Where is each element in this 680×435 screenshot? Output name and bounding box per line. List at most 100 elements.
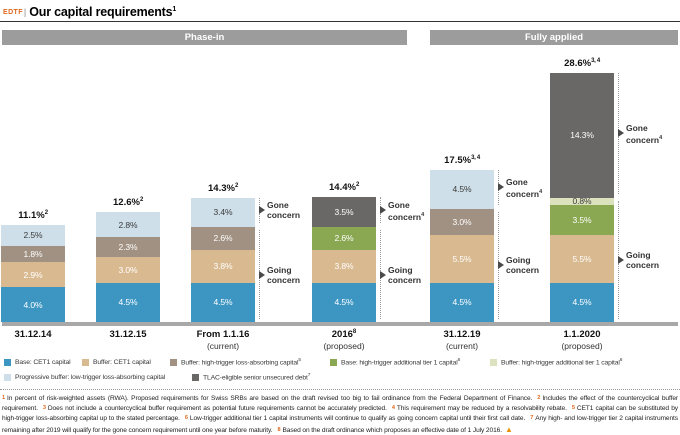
footnote-text: Based on the draft ordinance which propo…: [282, 426, 502, 434]
x-axis-line: [2, 322, 678, 326]
bar-segment-base_cet1: 4.5%: [312, 282, 376, 322]
bar-total-label: 14.3%2: [208, 182, 238, 194]
segment-value-label: 2.8%: [118, 219, 138, 230]
figure-title-text: Our capital requirements: [29, 5, 173, 19]
group-header-phase-in: Phase-in: [2, 30, 407, 45]
footnote-ref: 2: [139, 197, 143, 204]
footnote-number: 4: [391, 405, 395, 412]
concern-label: Going concern: [388, 264, 422, 285]
bar-segment-base_cet1: 4.5%: [550, 282, 614, 322]
bar-axis-label: 31.12.19: [443, 329, 481, 340]
bar-segment-progressive_lt_lac: 4.5%: [430, 169, 494, 209]
bar-axis-label: From 1.1.16: [196, 329, 250, 340]
legend-label: Buffer: high-trigger additional tier 1 c…: [501, 357, 623, 367]
bar-segment-progressive_lt_lac: 2.8%: [96, 212, 160, 237]
footnote-number: 1: [2, 395, 6, 401]
segment-value-label: 3.8%: [213, 261, 233, 272]
footnote-ref: 4: [659, 135, 663, 142]
footnote-ref: 6: [457, 357, 461, 363]
edtf-label: EDTF: [3, 9, 23, 16]
concern-label: Going concern: [267, 264, 301, 285]
segment-value-label: 1.8%: [23, 249, 43, 260]
segment-value-label: 4.5%: [452, 184, 472, 195]
header-divider: |: [23, 7, 27, 17]
segment-value-label: 2.5%: [23, 230, 43, 241]
bar-segment-buffer_ht_lac: 2.3%: [96, 236, 160, 257]
footnote-ref: 8: [352, 329, 357, 335]
bar-axis-sublabel: (proposed): [323, 341, 365, 351]
concern-label: Gone concern4: [626, 123, 663, 146]
segment-value-label: 0.8%: [572, 196, 592, 207]
segment-value-label: 4.5%: [118, 297, 138, 308]
segment-value-label: 5.5%: [572, 253, 592, 264]
bracket-arrow-icon: [618, 129, 624, 138]
bar-total-label: 11.1%2: [18, 209, 48, 221]
bar-segment-base_cet1: 4.5%: [430, 282, 494, 322]
segment-value-label: 4.5%: [452, 297, 472, 308]
segment-value-label: 4.5%: [572, 297, 592, 308]
segment-value-label: 2.3%: [118, 241, 138, 252]
legend-label: Buffer: CET1 capital: [93, 358, 151, 366]
footnote-number: 3: [42, 405, 46, 412]
bracket-arrow-icon: [498, 261, 504, 270]
legend-item-buffer_ht_at1: Buffer: high-trigger additional tier 1 c…: [490, 357, 622, 367]
bar-segment-base_cet1: 4.5%: [191, 282, 255, 322]
bracket-arrow-icon: [380, 205, 386, 214]
bracket-arrow-icon: [259, 270, 265, 279]
legend-label: Base: high-trigger additional tier 1 cap…: [341, 357, 461, 367]
footnote-text: CET1 capital can be substituted by high-…: [2, 405, 678, 423]
footnote-text: In percent of risk-weighted assets (RWA)…: [7, 395, 533, 402]
segment-value-label: 3.4%: [213, 207, 233, 218]
bar-segment-buffer_cet1: 5.5%: [430, 235, 494, 283]
footnote-number: 2: [537, 395, 541, 401]
concern-label: Gone concern4: [388, 199, 425, 222]
footnotes: 1 In percent of risk-weighted assets (RWA…: [2, 394, 678, 435]
bar-segment-buffer_cet1: 3.8%: [312, 249, 376, 283]
bar-segment-base_ht_at1: 2.6%: [312, 227, 376, 250]
footnote-ref: 6: [619, 357, 623, 363]
segment-value-label: 5.5%: [452, 253, 472, 264]
legend-swatch-icon: [330, 358, 337, 366]
segment-value-label: 3.0%: [452, 216, 472, 227]
footnote-separator: [0, 389, 680, 390]
footnote-ref: 2: [234, 182, 238, 189]
bar-axis-label: 31.12.14: [14, 329, 52, 340]
segment-value-label: 3.5%: [572, 214, 592, 225]
bar-segment-buffer_ht_lac: 2.6%: [191, 227, 255, 250]
footnote-number: 8: [277, 426, 281, 433]
bar-segment-tlac: 14.3%: [550, 73, 614, 198]
footnote-number: 5: [571, 405, 575, 412]
bar-axis-label: 31.12.15: [109, 329, 147, 340]
legend-item-tlac: TLAC-eligible senior unsecured debt7: [192, 372, 310, 382]
bar-total-label: 12.6%2: [113, 197, 143, 209]
footnote-text: Any high- and low-trigger tier 2 capital…: [2, 415, 678, 434]
concern-label: Going concern: [506, 255, 540, 276]
concern-label: Going concern: [626, 249, 660, 270]
segment-value-label: 3.0%: [118, 264, 138, 275]
title-footnote-ref: 1: [172, 5, 177, 13]
bar-segment-buffer_ht_lac: 1.8%: [1, 246, 65, 262]
bar-segment-buffer_cet1: 5.5%: [550, 235, 614, 283]
bar-segment-buffer_ht_lac: 3.0%: [430, 208, 494, 235]
group-header-fully-applied: Fully applied: [430, 30, 678, 45]
bar-segment-buffer_ht_at1: 0.8%: [550, 196, 614, 207]
footnote-ref: 4: [421, 211, 425, 218]
legend-item-buffer_ht_lac: Buffer: high-trigger loss-absorbing capi…: [170, 357, 301, 367]
segment-value-label: 4.5%: [334, 297, 354, 308]
footnote-ref: 3, 4: [591, 58, 600, 65]
bar-segment-buffer_cet1: 3.8%: [191, 249, 255, 283]
legend-label: Progressive buffer: low-trigger loss-abs…: [15, 373, 166, 381]
bar-segment-base_cet1: 4.0%: [1, 287, 65, 322]
bracket-arrow-icon: [259, 206, 265, 215]
bar-axis-sublabel: (proposed): [561, 341, 603, 351]
figure-header: EDTF| Our capital requirements1: [3, 3, 176, 20]
footnote-ref: 4: [539, 189, 543, 196]
segment-value-label: 3.5%: [334, 206, 354, 217]
segment-value-label: 14.3%: [570, 130, 594, 141]
segment-value-label: 2.6%: [213, 233, 233, 244]
concern-label: Gone concern4: [506, 177, 543, 200]
segment-value-label: 4.0%: [23, 299, 43, 310]
footnote-text: Does not include a countercyclical buffe…: [47, 405, 387, 413]
legend-label: Base: CET1 capital: [15, 358, 71, 366]
